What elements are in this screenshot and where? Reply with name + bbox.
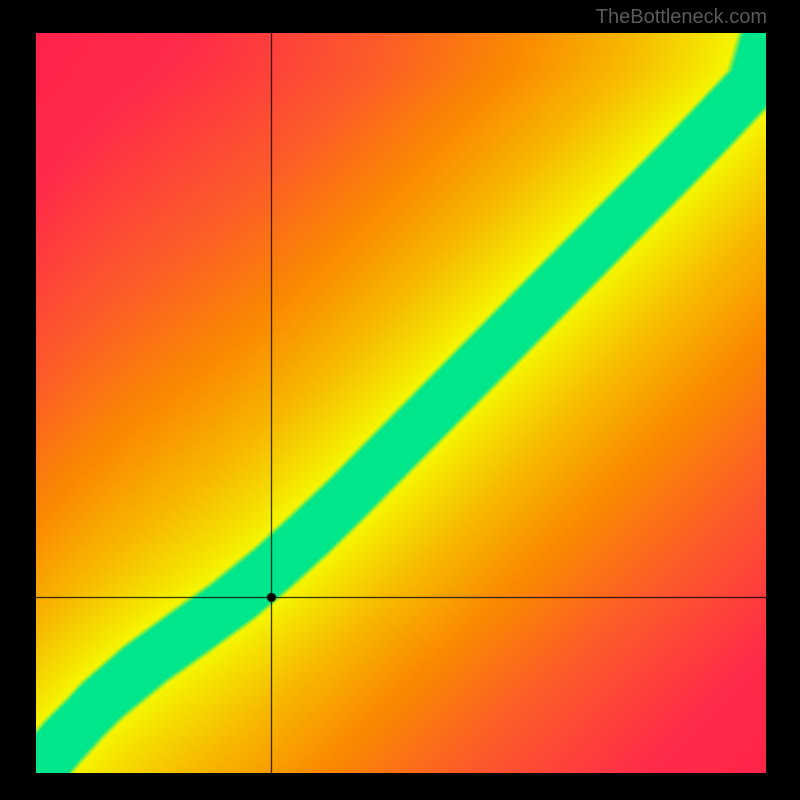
heatmap-plot <box>36 33 766 773</box>
watermark-text: TheBottleneck.com <box>596 6 767 29</box>
heatmap-canvas <box>36 33 766 773</box>
